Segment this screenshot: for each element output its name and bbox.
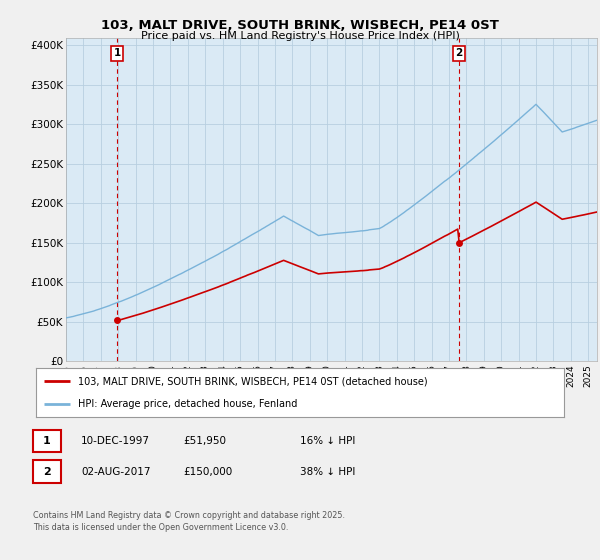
Text: £51,950: £51,950	[183, 436, 226, 446]
Text: 103, MALT DRIVE, SOUTH BRINK, WISBECH, PE14 0ST: 103, MALT DRIVE, SOUTH BRINK, WISBECH, P…	[101, 19, 499, 32]
Text: 02-AUG-2017: 02-AUG-2017	[81, 466, 151, 477]
Text: 103, MALT DRIVE, SOUTH BRINK, WISBECH, PE14 0ST (detached house): 103, MALT DRIVE, SOUTH BRINK, WISBECH, P…	[78, 376, 428, 386]
Text: 1: 1	[113, 48, 121, 58]
Text: HPI: Average price, detached house, Fenland: HPI: Average price, detached house, Fenl…	[78, 399, 298, 409]
Text: 2: 2	[455, 48, 463, 58]
Text: 16% ↓ HPI: 16% ↓ HPI	[300, 436, 355, 446]
Text: Contains HM Land Registry data © Crown copyright and database right 2025.
This d: Contains HM Land Registry data © Crown c…	[33, 511, 345, 531]
Text: Price paid vs. HM Land Registry's House Price Index (HPI): Price paid vs. HM Land Registry's House …	[140, 31, 460, 41]
Text: £150,000: £150,000	[183, 466, 232, 477]
Text: 38% ↓ HPI: 38% ↓ HPI	[300, 466, 355, 477]
Text: 10-DEC-1997: 10-DEC-1997	[81, 436, 150, 446]
Text: 1: 1	[43, 436, 50, 446]
Text: 2: 2	[43, 466, 50, 477]
